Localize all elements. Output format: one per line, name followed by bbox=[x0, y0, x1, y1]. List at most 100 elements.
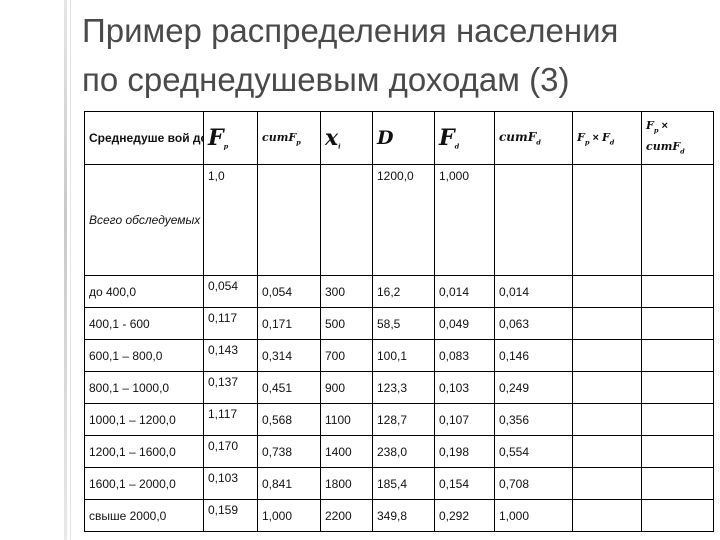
cell-fd: 0,103 bbox=[434, 371, 495, 404]
empty-cell bbox=[641, 339, 714, 372]
cell-cum-fp: 0,054 bbox=[257, 275, 321, 308]
cell-fp: 0,143 bbox=[203, 339, 258, 372]
title-line-1: Пример распределения населения bbox=[82, 12, 619, 49]
cell-cum-fp: 1,000 bbox=[257, 499, 321, 532]
cell-fd: 0,107 bbox=[434, 403, 495, 436]
table-data-rows: до 400,0 0,054 0,054 300 16,2 0,014 0,014 400,1… bbox=[84, 275, 714, 532]
cell-d: 238,0 bbox=[372, 435, 435, 468]
cell-d: 100,1 bbox=[372, 339, 435, 372]
cell-fp: 0,117 bbox=[203, 307, 258, 340]
empty-cell bbox=[641, 164, 714, 276]
slide-title: Пример распределения населения по средне… bbox=[82, 6, 712, 104]
cell-range: 800,1 – 1000,0 bbox=[84, 371, 204, 404]
cell-range: 1000,1 – 1200,0 bbox=[84, 403, 204, 436]
empty-cell bbox=[572, 467, 642, 500]
header-cum-fd: cumFd bbox=[494, 111, 573, 165]
cell-xi: 2200 bbox=[320, 499, 373, 532]
header-income: Среднедуше вой доход bbox=[84, 111, 204, 165]
table-row: 1000,1 – 1200,0 1,117 0,568 1100 128,7 0,107 0… bbox=[84, 403, 714, 436]
empty-cell bbox=[641, 499, 714, 532]
cell-range: 1600,1 – 2000,0 bbox=[84, 467, 204, 500]
cell-cum-fd: 0,356 bbox=[494, 403, 573, 436]
title-line-2: по среднедушевым доходам (3) bbox=[82, 61, 570, 98]
cell-cum-fp: 0,451 bbox=[257, 371, 321, 404]
cell-fp: 1,117 bbox=[203, 403, 258, 436]
cell-d: 58,5 bbox=[372, 307, 435, 340]
cell-range: до 400,0 bbox=[84, 275, 204, 308]
header-xi: xi bbox=[320, 111, 373, 165]
total-fd: 1,000 bbox=[434, 164, 495, 276]
table-description-row: Всего обследуемых в том числе со среднед… bbox=[84, 164, 714, 276]
header-fp-times-fd: Fp × Fd bbox=[572, 111, 642, 165]
cell-xi: 1400 bbox=[320, 435, 373, 468]
table-row: свыше 2000,0 0,159 1,000 2200 349,8 0,292 1,00… bbox=[84, 499, 714, 532]
cell-xi: 500 bbox=[320, 307, 373, 340]
slide-frame-line-inner bbox=[70, 0, 71, 540]
empty-cell bbox=[257, 164, 321, 276]
header-cum-fp: cumFp bbox=[257, 111, 321, 165]
income-distribution-table: Среднедуше вой доход Fp cumFp xi D Fd cu… bbox=[84, 111, 714, 532]
cell-d: 349,8 bbox=[372, 499, 435, 532]
empty-cell bbox=[572, 339, 642, 372]
cell-fd: 0,292 bbox=[434, 499, 495, 532]
cell-d: 123,3 bbox=[372, 371, 435, 404]
empty-cell bbox=[641, 403, 714, 436]
empty-cell bbox=[641, 435, 714, 468]
empty-cell bbox=[641, 275, 714, 308]
table-row: 400,1 - 600 0,117 0,171 500 58,5 0,049 0,063 bbox=[84, 307, 714, 340]
cell-fd: 0,083 bbox=[434, 339, 495, 372]
cell-fd: 0,049 bbox=[434, 307, 495, 340]
cell-xi: 300 bbox=[320, 275, 373, 308]
empty-cell bbox=[572, 307, 642, 340]
cell-range: 400,1 - 600 bbox=[84, 307, 204, 340]
cell-range: 1200,1 – 1600,0 bbox=[84, 435, 204, 468]
table-row: до 400,0 0,054 0,054 300 16,2 0,014 0,014 bbox=[84, 275, 714, 308]
slide-frame-line bbox=[64, 0, 67, 540]
cell-cum-fp: 0,568 bbox=[257, 403, 321, 436]
cell-fd: 0,154 bbox=[434, 467, 495, 500]
empty-cell bbox=[572, 435, 642, 468]
cell-fp: 0,137 bbox=[203, 371, 258, 404]
cell-xi: 1100 bbox=[320, 403, 373, 436]
total-d: 1200,0 bbox=[372, 164, 435, 276]
empty-cell bbox=[320, 164, 373, 276]
empty-cell bbox=[641, 467, 714, 500]
table-row: 800,1 – 1000,0 0,137 0,451 900 123,3 0,103 0,2… bbox=[84, 371, 714, 404]
cell-xi: 700 bbox=[320, 339, 373, 372]
cell-fd: 0,198 bbox=[434, 435, 495, 468]
cell-xi: 1800 bbox=[320, 467, 373, 500]
header-fp: Fp bbox=[203, 111, 258, 165]
table-row: 600,1 – 800,0 0,143 0,314 700 100,1 0,083 0,14… bbox=[84, 339, 714, 372]
cell-cum-fd: 0,014 bbox=[494, 275, 573, 308]
cell-range: 600,1 – 800,0 bbox=[84, 339, 204, 372]
empty-cell bbox=[572, 499, 642, 532]
cell-d: 185,4 bbox=[372, 467, 435, 500]
empty-cell bbox=[572, 403, 642, 436]
cell-cum-fp: 0,738 bbox=[257, 435, 321, 468]
cell-cum-fp: 0,171 bbox=[257, 307, 321, 340]
empty-cell bbox=[641, 371, 714, 404]
cell-cum-fd: 0,146 bbox=[494, 339, 573, 372]
total-fp: 1,0 bbox=[203, 164, 258, 276]
empty-cell bbox=[572, 164, 642, 276]
cell-cum-fp: 0,841 bbox=[257, 467, 321, 500]
header-d: D bbox=[372, 111, 435, 165]
cell-d: 128,7 bbox=[372, 403, 435, 436]
cell-fd: 0,014 bbox=[434, 275, 495, 308]
table-row: 1600,1 – 2000,0 0,103 0,841 1800 185,4 0,154 0… bbox=[84, 467, 714, 500]
cell-cum-fd: 1,000 bbox=[494, 499, 573, 532]
cell-cum-fd: 0,708 bbox=[494, 467, 573, 500]
empty-cell bbox=[494, 164, 573, 276]
empty-cell bbox=[641, 307, 714, 340]
header-fp-times-cum-fd: Fp × cumFd bbox=[641, 111, 714, 165]
empty-cell bbox=[572, 371, 642, 404]
cell-cum-fd: 0,554 bbox=[494, 435, 573, 468]
cell-fp: 0,159 bbox=[203, 499, 258, 532]
cell-d: 16,2 bbox=[372, 275, 435, 308]
cell-cum-fd: 0,249 bbox=[494, 371, 573, 404]
cell-range: свыше 2000,0 bbox=[84, 499, 204, 532]
cell-fp: 0,170 bbox=[203, 435, 258, 468]
cell-xi: 900 bbox=[320, 371, 373, 404]
table-header-row: Среднедуше вой доход Fp cumFp xi D Fd cu… bbox=[84, 111, 714, 165]
cell-fp: 0,054 bbox=[203, 275, 258, 308]
